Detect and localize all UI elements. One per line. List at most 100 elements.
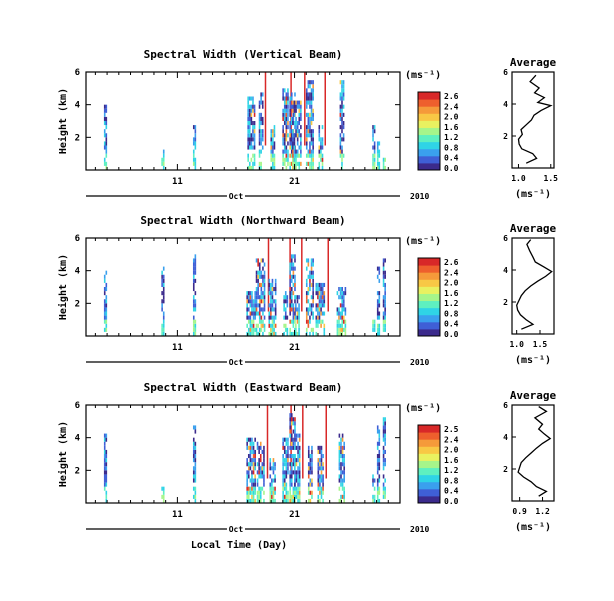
heatmap-cell <box>339 80 342 85</box>
x-tick-label: 11 <box>172 177 183 187</box>
year-label: 2010 <box>410 358 429 367</box>
colorbar-segment <box>418 328 440 337</box>
heatmap-cell <box>336 307 339 312</box>
heatmap-cell <box>285 486 288 491</box>
heatmap-cell <box>294 311 296 316</box>
heatmap-cell <box>273 327 275 332</box>
heatmap-cell <box>307 112 310 117</box>
heatmap-cell <box>372 327 374 332</box>
heatmap-cell <box>260 315 263 320</box>
heatmap-cell <box>247 96 249 101</box>
heatmap-cell <box>384 258 386 263</box>
heatmap-cell <box>339 96 342 101</box>
average-title: Average <box>510 389 557 402</box>
heatmap-cell <box>318 299 321 304</box>
heatmap-cell <box>320 323 322 328</box>
heatmap-cell <box>343 462 345 467</box>
heatmap-cell <box>382 258 385 263</box>
heatmap-cell <box>259 470 262 475</box>
heatmap-cell <box>340 445 342 450</box>
heatmap-cell <box>282 153 284 158</box>
heatmap-cell <box>260 258 263 263</box>
heatmap-cell <box>251 462 253 467</box>
heatmap-cell <box>287 462 289 467</box>
heatmap-cell <box>312 315 314 320</box>
heatmap-cell <box>312 303 314 308</box>
heatmap-cell <box>305 282 308 287</box>
heatmap-cell <box>251 299 253 304</box>
heatmap-cell <box>289 137 291 142</box>
heatmap-cell <box>310 149 313 154</box>
heatmap-cell <box>292 274 295 279</box>
average-y-tick-label: 4 <box>503 266 508 275</box>
heatmap-cell <box>254 311 256 316</box>
heatmap-cell <box>295 445 298 450</box>
heatmap-cell <box>292 303 295 308</box>
heatmap-cell <box>161 291 163 296</box>
heatmap-cell <box>103 474 106 479</box>
heatmap-cell <box>376 331 379 336</box>
heatmap-cell <box>286 331 289 336</box>
heatmap-cell <box>310 116 313 121</box>
heatmap-cell <box>307 299 310 304</box>
heatmap-cell <box>290 153 293 158</box>
heatmap-cell <box>297 458 299 463</box>
heatmap-cell <box>376 153 379 158</box>
heatmap-cell <box>317 486 320 491</box>
heatmap-cell <box>307 116 310 121</box>
heatmap-cell <box>248 121 251 126</box>
heatmap-cell <box>103 104 106 109</box>
colorbar-segment <box>418 467 440 476</box>
heatmap-cell <box>309 482 312 487</box>
heatmap-cell <box>246 299 248 304</box>
heatmap-cell <box>340 482 342 487</box>
heatmap-cell <box>248 104 251 109</box>
heatmap-cell <box>290 474 293 479</box>
heatmap-cell <box>376 311 379 316</box>
heatmap-cell <box>192 445 195 450</box>
heatmap-cell <box>295 125 297 130</box>
heatmap-cell <box>282 88 284 93</box>
heatmap-cell <box>309 125 311 130</box>
heatmap-cell <box>258 262 261 267</box>
heatmap-cell <box>384 291 386 296</box>
heatmap-cell <box>271 478 273 483</box>
heatmap-streak <box>267 238 270 312</box>
heatmap-cell <box>260 319 263 324</box>
heatmap-cell <box>263 458 265 463</box>
heatmap-cell <box>285 437 288 442</box>
average-x-label: (ms⁻¹) <box>515 355 551 366</box>
heatmap-cell <box>298 145 301 150</box>
heatmap-cell <box>258 315 261 320</box>
heatmap-cell <box>253 133 256 138</box>
heatmap-cell <box>295 121 297 126</box>
heatmap-cell <box>194 258 197 263</box>
heatmap-cell <box>298 478 301 483</box>
plot-frame <box>85 237 401 337</box>
heatmap-cell <box>247 498 250 503</box>
heatmap-cell <box>161 278 163 283</box>
heatmap-cell <box>283 486 286 491</box>
heatmap-cell <box>261 486 264 491</box>
heatmap-cell <box>321 287 324 292</box>
heatmap-cell <box>287 112 289 117</box>
heatmap-cell <box>317 482 320 487</box>
heatmap-cell <box>272 141 274 146</box>
heatmap-cell <box>255 323 258 328</box>
heatmap-cell <box>250 121 253 126</box>
heatmap-cell <box>103 121 106 126</box>
heatmap-cell <box>161 494 163 499</box>
heatmap-cell <box>260 161 262 166</box>
heatmap-cell <box>320 486 323 491</box>
heatmap-cell <box>274 498 276 503</box>
heatmap-cell <box>317 478 320 483</box>
average-y-tick-label: 4 <box>503 100 508 109</box>
heatmap-cell <box>283 437 286 442</box>
heatmap-cell <box>253 161 256 166</box>
heatmap-cell <box>341 311 343 316</box>
heatmap-cell <box>263 327 266 332</box>
heatmap-cell <box>317 319 319 324</box>
heatmap-cell <box>272 165 274 170</box>
month-bg <box>226 190 245 201</box>
heatmap-cell <box>192 470 195 475</box>
